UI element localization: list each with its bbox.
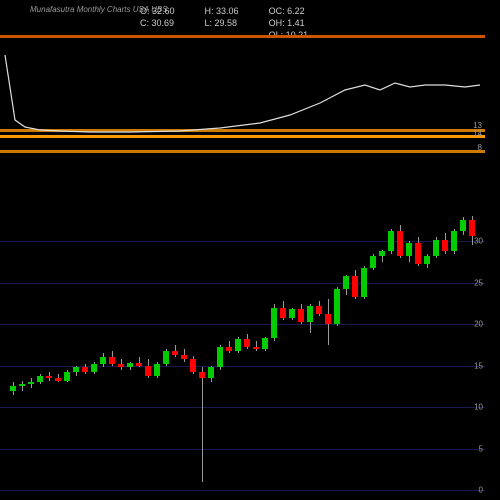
grid-line [0, 407, 485, 408]
grid-line [0, 241, 485, 242]
indicator-line-chart: 13148 [0, 35, 485, 160]
price-axis-label: 30 [474, 237, 483, 246]
price-axis-label: 10 [474, 403, 483, 412]
svg-text:8: 8 [478, 143, 483, 152]
indicator-panel: 13148 [0, 35, 485, 155]
ohlc-oc: OC: 6.22 [269, 6, 309, 16]
grid-line [0, 283, 485, 284]
price-axis-label: 0 [479, 486, 483, 495]
ohlc-close: C: 30.69 [140, 18, 175, 28]
price-axis-label: 25 [474, 278, 483, 287]
price-axis-label: 5 [479, 444, 483, 453]
svg-text:14: 14 [473, 129, 482, 138]
price-axis-label: 15 [474, 361, 483, 370]
grid-line [0, 490, 485, 491]
ohlc-low: L: 29.58 [205, 18, 239, 28]
price-axis-label: 20 [474, 320, 483, 329]
grid-line [0, 324, 485, 325]
ohlc-open: O: 32.60 [140, 6, 175, 16]
grid-line [0, 449, 485, 450]
ohlc-oh: OH: 1.41 [269, 18, 309, 28]
ohlc-high: H: 33.06 [205, 6, 239, 16]
candlestick-panel: 051015202530 [0, 200, 485, 490]
